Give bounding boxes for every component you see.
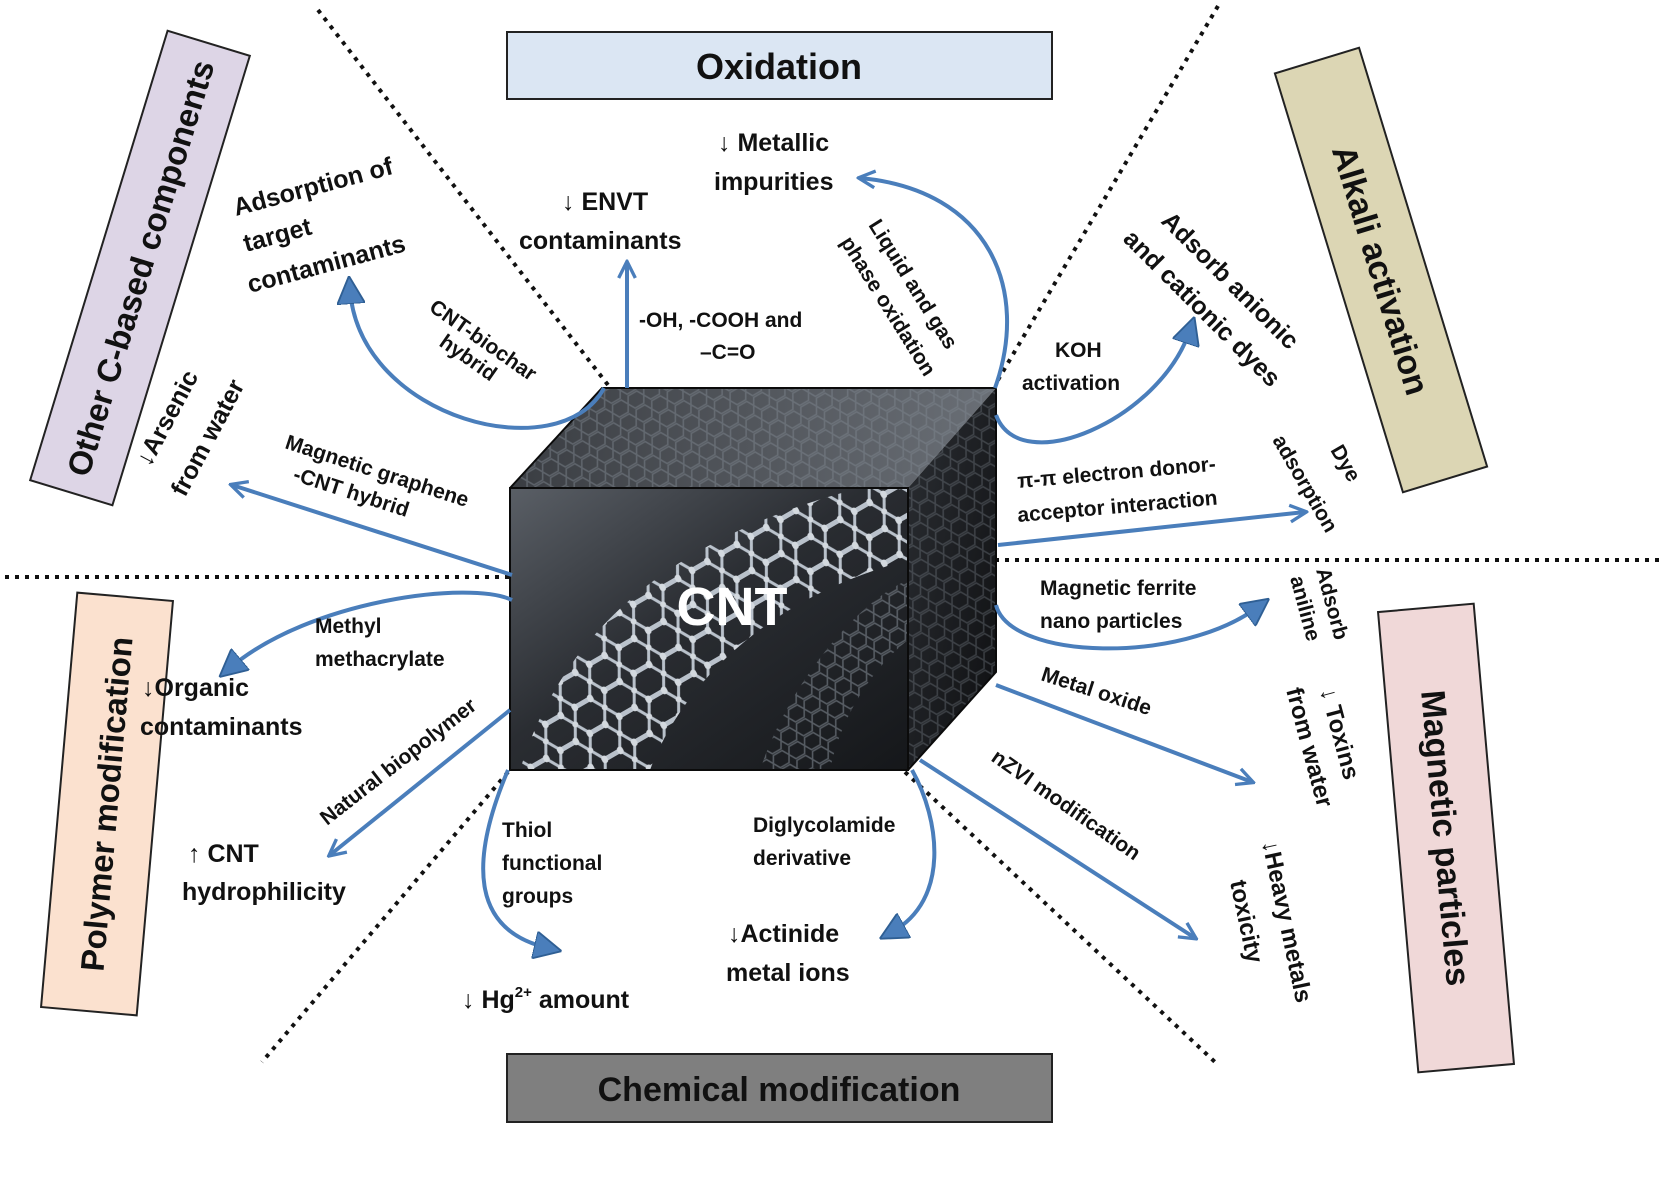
label-hg-1: ↓ Hg — [462, 986, 515, 1014]
label-groups-1: -OH, -COOH and — [639, 309, 802, 332]
arrow-actinide — [892, 769, 937, 932]
nanotube-image — [520, 488, 908, 770]
category-chemical-modification: Chemical modification — [506, 1053, 1053, 1123]
label-organic-1: ↓Organic — [142, 674, 249, 702]
label-envt-1: ↓ ENVT — [562, 188, 648, 216]
cnt-label: CNT — [677, 577, 788, 637]
arrows — [230, 178, 1305, 948]
label-target-2: target — [240, 213, 315, 258]
arrow-dyes — [994, 330, 1190, 445]
arrow-target — [350, 290, 606, 430]
other-c-based-box — [28, 29, 252, 507]
label-heavy-2: toxicity — [1224, 878, 1268, 966]
label-methyl-2: methacrylate — [315, 648, 445, 671]
label-thiol-3: groups — [502, 885, 573, 908]
label-nzvi: nZVI modification — [987, 745, 1145, 865]
label-digly-1: Diglycolamide — [753, 814, 895, 837]
label-target-1: Adsorption of — [230, 152, 396, 222]
label-organic-2: contaminants — [140, 713, 303, 741]
label-hg-2: amount — [532, 986, 630, 1014]
arrow-metallic — [860, 178, 1009, 389]
label-thiol-1: Thiol — [502, 819, 552, 842]
label-hydro-2: hydrophilicity — [182, 878, 346, 906]
divider-top-right — [993, 4, 1220, 387]
divider-bottom-left — [260, 770, 510, 1064]
arrow-heavy-metals — [918, 758, 1195, 938]
oxidation-box — [506, 31, 1053, 100]
label-groups-2: –C=O — [700, 341, 755, 364]
label-heavy-1: ↓Heavy metals — [1256, 838, 1317, 1005]
label-metallic-1: ↓ Metallic — [718, 129, 829, 157]
arrow-dye-adsorption — [997, 512, 1305, 547]
divider-bottom-right — [903, 770, 1217, 1064]
chemical-modification-box — [506, 1053, 1053, 1123]
arrow-hydrophilicity — [330, 708, 512, 855]
category-polymer-modification: Polymer modification — [39, 591, 175, 1017]
arrow-toxins — [995, 683, 1252, 782]
category-alkali-activation: Alkali activation — [1273, 46, 1489, 494]
category-oxidation: Oxidation — [506, 31, 1053, 100]
label-koh-1: KOH — [1055, 339, 1102, 362]
label-actinide-1: ↓Actinide — [728, 920, 839, 948]
label-dye-ads-2: adsorption — [1268, 431, 1342, 536]
label-actinide-2: metal ions — [726, 959, 850, 987]
magnetic-particles-box — [1376, 602, 1516, 1074]
category-magnetic-particles: Magnetic particles — [1376, 602, 1516, 1074]
cnt-cube: CNT — [509, 387, 997, 771]
label-pipi-1: π-π electron donor- — [1016, 453, 1216, 493]
label-methyl-1: Methyl — [315, 615, 382, 638]
arrow-arsenic — [232, 485, 513, 577]
chemical-modification-label: Chemical modification — [598, 1071, 961, 1109]
label-biopolymer: Natural biopolymer — [316, 694, 481, 830]
sector-dividers — [5, 4, 1662, 1064]
label-hg-sup: 2+ — [515, 984, 532, 1001]
label-ferrite-2: nano particles — [1040, 610, 1182, 633]
label-digly-2: derivative — [753, 847, 851, 870]
label-ferrite-1: Magnetic ferrite — [1040, 577, 1196, 600]
label-metal-oxide: Metal oxide — [1038, 663, 1154, 720]
polymer-modification-box — [39, 591, 175, 1017]
label-thiol-2: functional — [502, 852, 602, 875]
oxidation-label: Oxidation — [696, 46, 862, 87]
label-envt-2: contaminants — [519, 227, 682, 255]
arrow-hg — [481, 769, 548, 948]
label-hydro-1: ↑ CNT — [188, 840, 259, 868]
label-hg: ↓ Hg2+ amount — [462, 984, 630, 1014]
label-dye-ads-1: Dye — [1326, 441, 1365, 486]
label-metallic-2: impurities — [714, 168, 833, 196]
label-koh-2: activation — [1022, 372, 1120, 395]
arrow-organic — [230, 590, 513, 668]
alkali-activation-box — [1273, 46, 1489, 494]
arrow-aniline — [994, 605, 1258, 651]
label-pipi-2: acceptor interaction — [1016, 487, 1218, 527]
